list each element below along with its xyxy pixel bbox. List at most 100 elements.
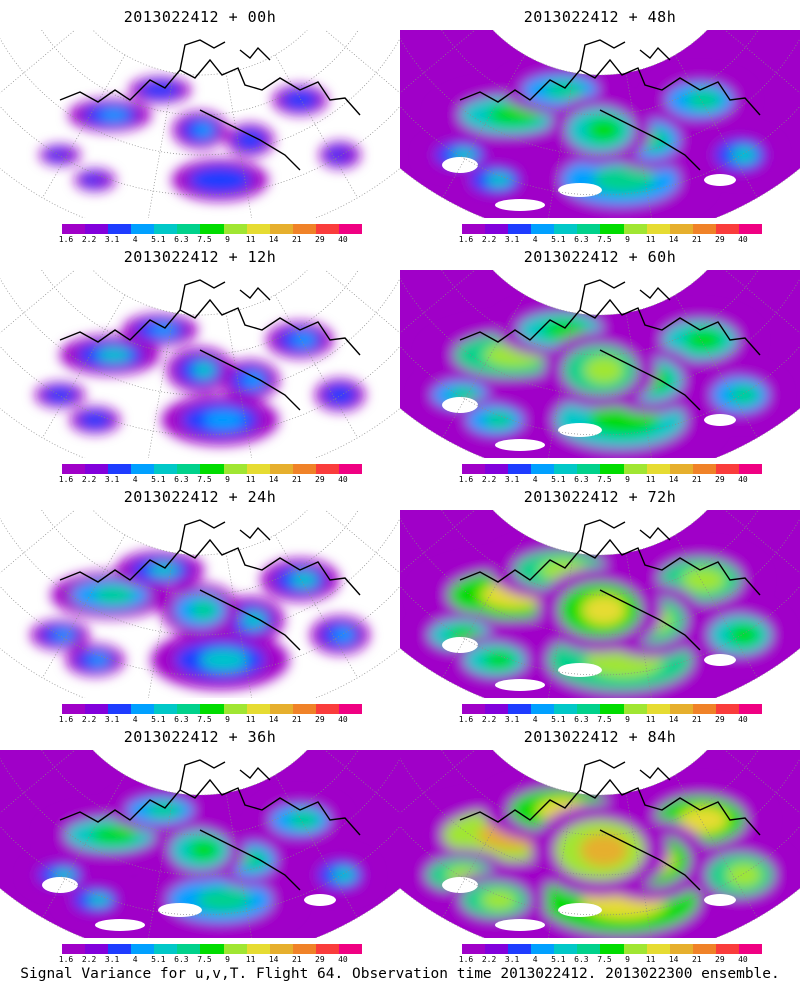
colorbar-swatch bbox=[508, 704, 532, 714]
meridian-line bbox=[324, 750, 400, 814]
coastline bbox=[59, 519, 361, 651]
meridian-line bbox=[547, 312, 575, 458]
colorbar-tick-label: 11 bbox=[645, 955, 656, 964]
meridian-line bbox=[324, 30, 400, 94]
meridian-line bbox=[274, 534, 358, 678]
meridian-line bbox=[625, 72, 653, 218]
variance-core bbox=[726, 862, 762, 888]
meridian-line bbox=[0, 30, 76, 94]
latitude-line bbox=[400, 517, 800, 636]
colorbar-swatch bbox=[292, 704, 316, 714]
colorbar-tick-label: 2.2 bbox=[481, 955, 497, 964]
variance-map bbox=[0, 510, 400, 698]
colorbar-swatch bbox=[200, 944, 224, 954]
colorbar-swatch bbox=[600, 224, 624, 234]
colorbar-tick-label: 5.1 bbox=[151, 235, 166, 244]
panel-title: 2013022412 + 00h bbox=[123, 8, 277, 26]
colorbar-swatch bbox=[338, 704, 363, 714]
colorbar-tick-label: 40 bbox=[338, 715, 348, 724]
colorbar bbox=[62, 704, 363, 714]
map-panel-36h: 2013022412 + 36h 1.6 2.2 3.1 4 5.1 6.3 7.5 9 11 14… bbox=[0, 720, 400, 964]
coastline bbox=[459, 279, 761, 411]
colorbar-swatch bbox=[315, 704, 339, 714]
low-variance-gap bbox=[304, 894, 336, 906]
meridian-line bbox=[442, 54, 526, 198]
colorbar-swatch bbox=[177, 224, 201, 234]
meridian-line bbox=[674, 534, 758, 678]
colorbar-swatch bbox=[177, 944, 201, 954]
colorbar-tick-label: 6.3 bbox=[574, 955, 589, 964]
panel-title: 2013022412 + 12h bbox=[123, 248, 277, 266]
panel-title: 2013022412 + 60h bbox=[523, 248, 677, 266]
low-variance-gap bbox=[704, 414, 736, 426]
colorbar-swatch bbox=[508, 224, 532, 234]
low-variance-gap bbox=[495, 439, 545, 451]
meridian-line bbox=[674, 294, 758, 438]
colorbar-swatch bbox=[154, 944, 178, 954]
colorbar-tick-label: 4 bbox=[532, 715, 538, 724]
meridian-line bbox=[400, 750, 476, 814]
colorbar-tick-label: 14 bbox=[668, 475, 679, 484]
colorbar-tick-label: 5.1 bbox=[551, 715, 566, 724]
colorbar-swatch bbox=[223, 464, 247, 474]
meridian-line bbox=[442, 774, 526, 918]
coastline bbox=[59, 759, 361, 891]
meridian-line bbox=[724, 270, 800, 334]
colorbar-tick-label: 4 bbox=[132, 955, 138, 964]
colorbar-tick-label: 3.1 bbox=[104, 235, 120, 244]
colorbar-swatch bbox=[692, 224, 716, 234]
variance-core bbox=[90, 825, 138, 845]
colorbar-tick-label: 4 bbox=[132, 235, 138, 244]
colorbar-tick-label: 21 bbox=[691, 715, 702, 724]
variance-map bbox=[400, 270, 800, 458]
figure-caption: Signal Variance for u,v,T. Flight 64. Ob… bbox=[20, 966, 780, 982]
colorbar-tick-label: 7.5 bbox=[597, 715, 612, 724]
colorbar-tick-label: 1.6 bbox=[458, 475, 474, 484]
colorbar-tick-label: 11 bbox=[645, 235, 656, 244]
colorbar-tick-label: 3.1 bbox=[104, 715, 120, 724]
meridian-line bbox=[547, 72, 575, 218]
colorbar-swatch bbox=[531, 704, 555, 714]
colorbar bbox=[462, 224, 763, 234]
colorbar-swatch bbox=[646, 464, 670, 474]
variance-core bbox=[207, 172, 241, 188]
low-variance-gap bbox=[442, 877, 478, 893]
colorbar-tick-label: 7.5 bbox=[597, 955, 612, 964]
colorbar-swatch bbox=[315, 944, 339, 954]
colorbar-swatch bbox=[200, 224, 224, 234]
coastline bbox=[459, 39, 761, 171]
meridian-line bbox=[0, 510, 76, 574]
colorbar-swatch bbox=[692, 464, 716, 474]
colorbar-tick-label: 1.6 bbox=[58, 475, 74, 484]
variance-map bbox=[400, 510, 800, 698]
colorbar-tick-label: 2.2 bbox=[81, 955, 97, 964]
latitude-line bbox=[400, 37, 800, 156]
colorbar-swatch bbox=[338, 464, 363, 474]
variance-core bbox=[729, 384, 759, 406]
colorbar-swatch bbox=[154, 464, 178, 474]
colorbar-tick-label: 29 bbox=[315, 235, 325, 244]
colorbar-tick-label: 40 bbox=[738, 235, 748, 244]
variance-core bbox=[194, 123, 214, 137]
colorbar-swatch bbox=[292, 464, 316, 474]
panel-title: 2013022412 + 48h bbox=[523, 8, 677, 26]
colorbar-tick-label: 29 bbox=[715, 235, 725, 244]
colorbar-tick-label: 14 bbox=[268, 235, 279, 244]
colorbar-tick-label: 40 bbox=[338, 235, 348, 244]
meridian-line bbox=[625, 312, 653, 458]
colorbar-tick-label: 3.1 bbox=[504, 475, 520, 484]
colorbar-tick-label: 29 bbox=[315, 715, 325, 724]
variance-core bbox=[200, 649, 248, 671]
colorbar-swatch bbox=[554, 704, 578, 714]
meridian-line bbox=[274, 294, 358, 438]
meridian-line bbox=[324, 510, 400, 574]
colorbar-tick-label: 11 bbox=[245, 235, 256, 244]
variance-core bbox=[288, 811, 320, 829]
colorbar-tick-label: 21 bbox=[691, 955, 702, 964]
colorbar-swatch bbox=[623, 944, 647, 954]
colorbar bbox=[62, 944, 363, 954]
colorbar-tick-label: 7.5 bbox=[597, 235, 612, 244]
colorbar-swatch bbox=[108, 464, 132, 474]
colorbar-tick-label: 2.2 bbox=[81, 475, 97, 484]
colorbar-swatch bbox=[131, 464, 155, 474]
